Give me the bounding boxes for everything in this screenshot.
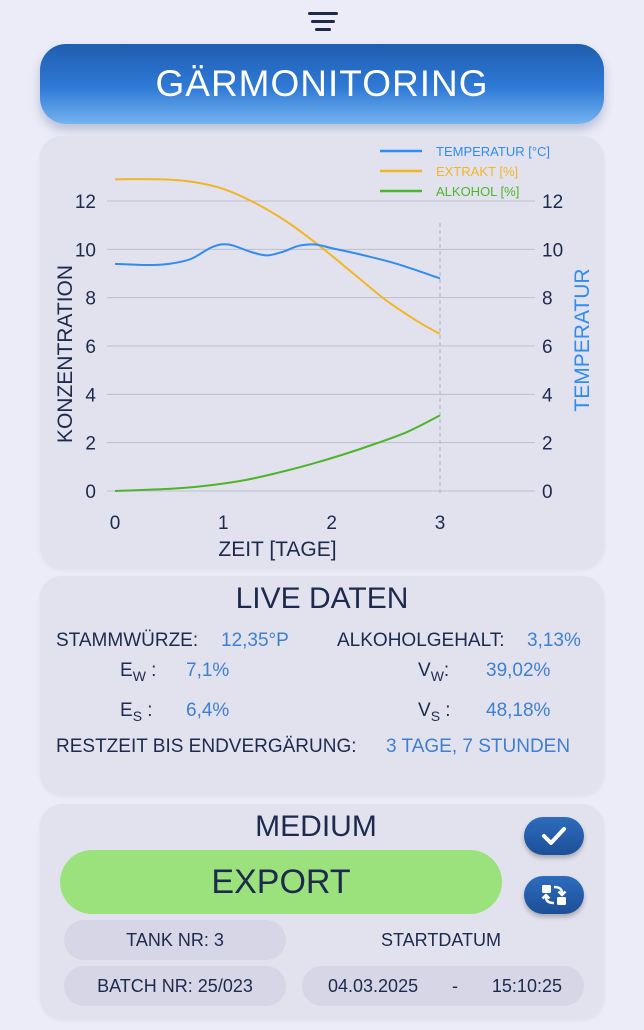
x-axis-label: ZEIT [TAGE] bbox=[218, 538, 336, 561]
tank-number: TANK NR: 3 bbox=[64, 920, 286, 960]
swap-icon bbox=[541, 885, 567, 905]
header-bar: GÄRMONITORING bbox=[40, 44, 604, 124]
chart-card: 0 2 4 6 8 10 12 0 2 4 6 8 10 12 0 1 2 3 ZEIT [TAGE] KONZENT… bbox=[40, 136, 604, 568]
series-line-alkohol bbox=[114, 414, 441, 492]
alkoholgehalt-label: ALKOHOLGEHALT: bbox=[337, 630, 505, 651]
x-tick-label: 2 bbox=[326, 513, 337, 534]
y-right-tick-label: 6 bbox=[542, 337, 553, 358]
x-tick-label: 0 bbox=[110, 513, 121, 534]
series-line-temperatur bbox=[114, 243, 441, 280]
export-button-label: EXPORT bbox=[211, 862, 351, 901]
ew-label: EW : bbox=[120, 660, 157, 684]
legend-entry: TEMPERATUR [°C] bbox=[436, 144, 550, 159]
restzeit-value: 3 TAGE, 7 STUNDEN bbox=[386, 736, 571, 757]
legend-entry: EXTRAKT [%] bbox=[436, 164, 518, 179]
x-tick-label: 1 bbox=[218, 513, 229, 534]
y-right-tick-label: 8 bbox=[542, 289, 553, 310]
restzeit-label: RESTZEIT BIS ENDVERGÄRUNG: bbox=[56, 736, 357, 757]
es-label: ES : bbox=[120, 700, 153, 724]
page-title: GÄRMONITORING bbox=[155, 63, 489, 104]
stammwuerze-value: 12,35°P bbox=[221, 630, 289, 651]
confirm-button[interactable] bbox=[524, 817, 584, 855]
export-button[interactable]: EXPORT bbox=[60, 850, 502, 914]
alkoholgehalt-value: 3,13% bbox=[527, 630, 581, 651]
live-data-title: LIVE DATEN bbox=[235, 582, 409, 615]
y-left-tick-label: 2 bbox=[85, 434, 96, 455]
vs-label: VS : bbox=[418, 700, 451, 724]
legend-entry: ALKOHOL [%] bbox=[436, 184, 519, 199]
y-left-tick-label: 4 bbox=[85, 385, 96, 406]
y-left-tick-label: 6 bbox=[85, 337, 96, 358]
y-right-tick-label: 4 bbox=[542, 385, 553, 406]
y-left-tick-label: 0 bbox=[85, 482, 96, 503]
batch-number: BATCH NR: 25/023 bbox=[64, 966, 286, 1006]
vw-value: 39,02% bbox=[486, 660, 551, 681]
y-right-tick-label: 12 bbox=[542, 192, 563, 213]
start-datetime: 04.03.2025 - 15:10:25 bbox=[302, 966, 584, 1006]
y-left-axis-label: KONZENTRATION bbox=[54, 265, 77, 443]
switch-button[interactable] bbox=[524, 876, 584, 914]
stammwuerze-label: STAMMWÜRZE: bbox=[56, 630, 199, 651]
date-time-separator: - bbox=[452, 975, 458, 996]
ew-value: 7,1% bbox=[186, 660, 230, 681]
vs-value: 48,18% bbox=[486, 700, 551, 721]
menu-icon[interactable] bbox=[308, 12, 338, 32]
y-right-tick-label: 0 bbox=[542, 482, 553, 503]
check-icon bbox=[542, 827, 566, 845]
live-data-card: LIVE DATEN STAMMWÜRZE: 12,35°P ALKOHOLGE… bbox=[40, 576, 604, 794]
y-right-tick-label: 10 bbox=[542, 240, 563, 261]
y-left-tick-label: 12 bbox=[75, 192, 96, 213]
y-left-tick-label: 8 bbox=[85, 289, 96, 310]
startdatum-label: STARTDATUM bbox=[381, 930, 501, 950]
x-tick-label: 3 bbox=[435, 513, 446, 534]
medium-label: MEDIUM bbox=[255, 810, 377, 843]
start-time: 15:10:25 bbox=[491, 975, 562, 996]
es-value: 6,4% bbox=[186, 700, 230, 721]
series-line-extrakt bbox=[114, 178, 441, 335]
y-right-axis-label: TEMPERATUR bbox=[571, 268, 594, 411]
vw-label: VW: bbox=[418, 660, 450, 684]
start-date: 04.03.2025 bbox=[328, 975, 419, 996]
medium-card: MEDIUM EXPORT TANK NR: 3 STARTDATUM BATC… bbox=[40, 804, 604, 1018]
y-right-tick-label: 2 bbox=[542, 434, 553, 455]
y-left-tick-label: 10 bbox=[75, 240, 96, 261]
